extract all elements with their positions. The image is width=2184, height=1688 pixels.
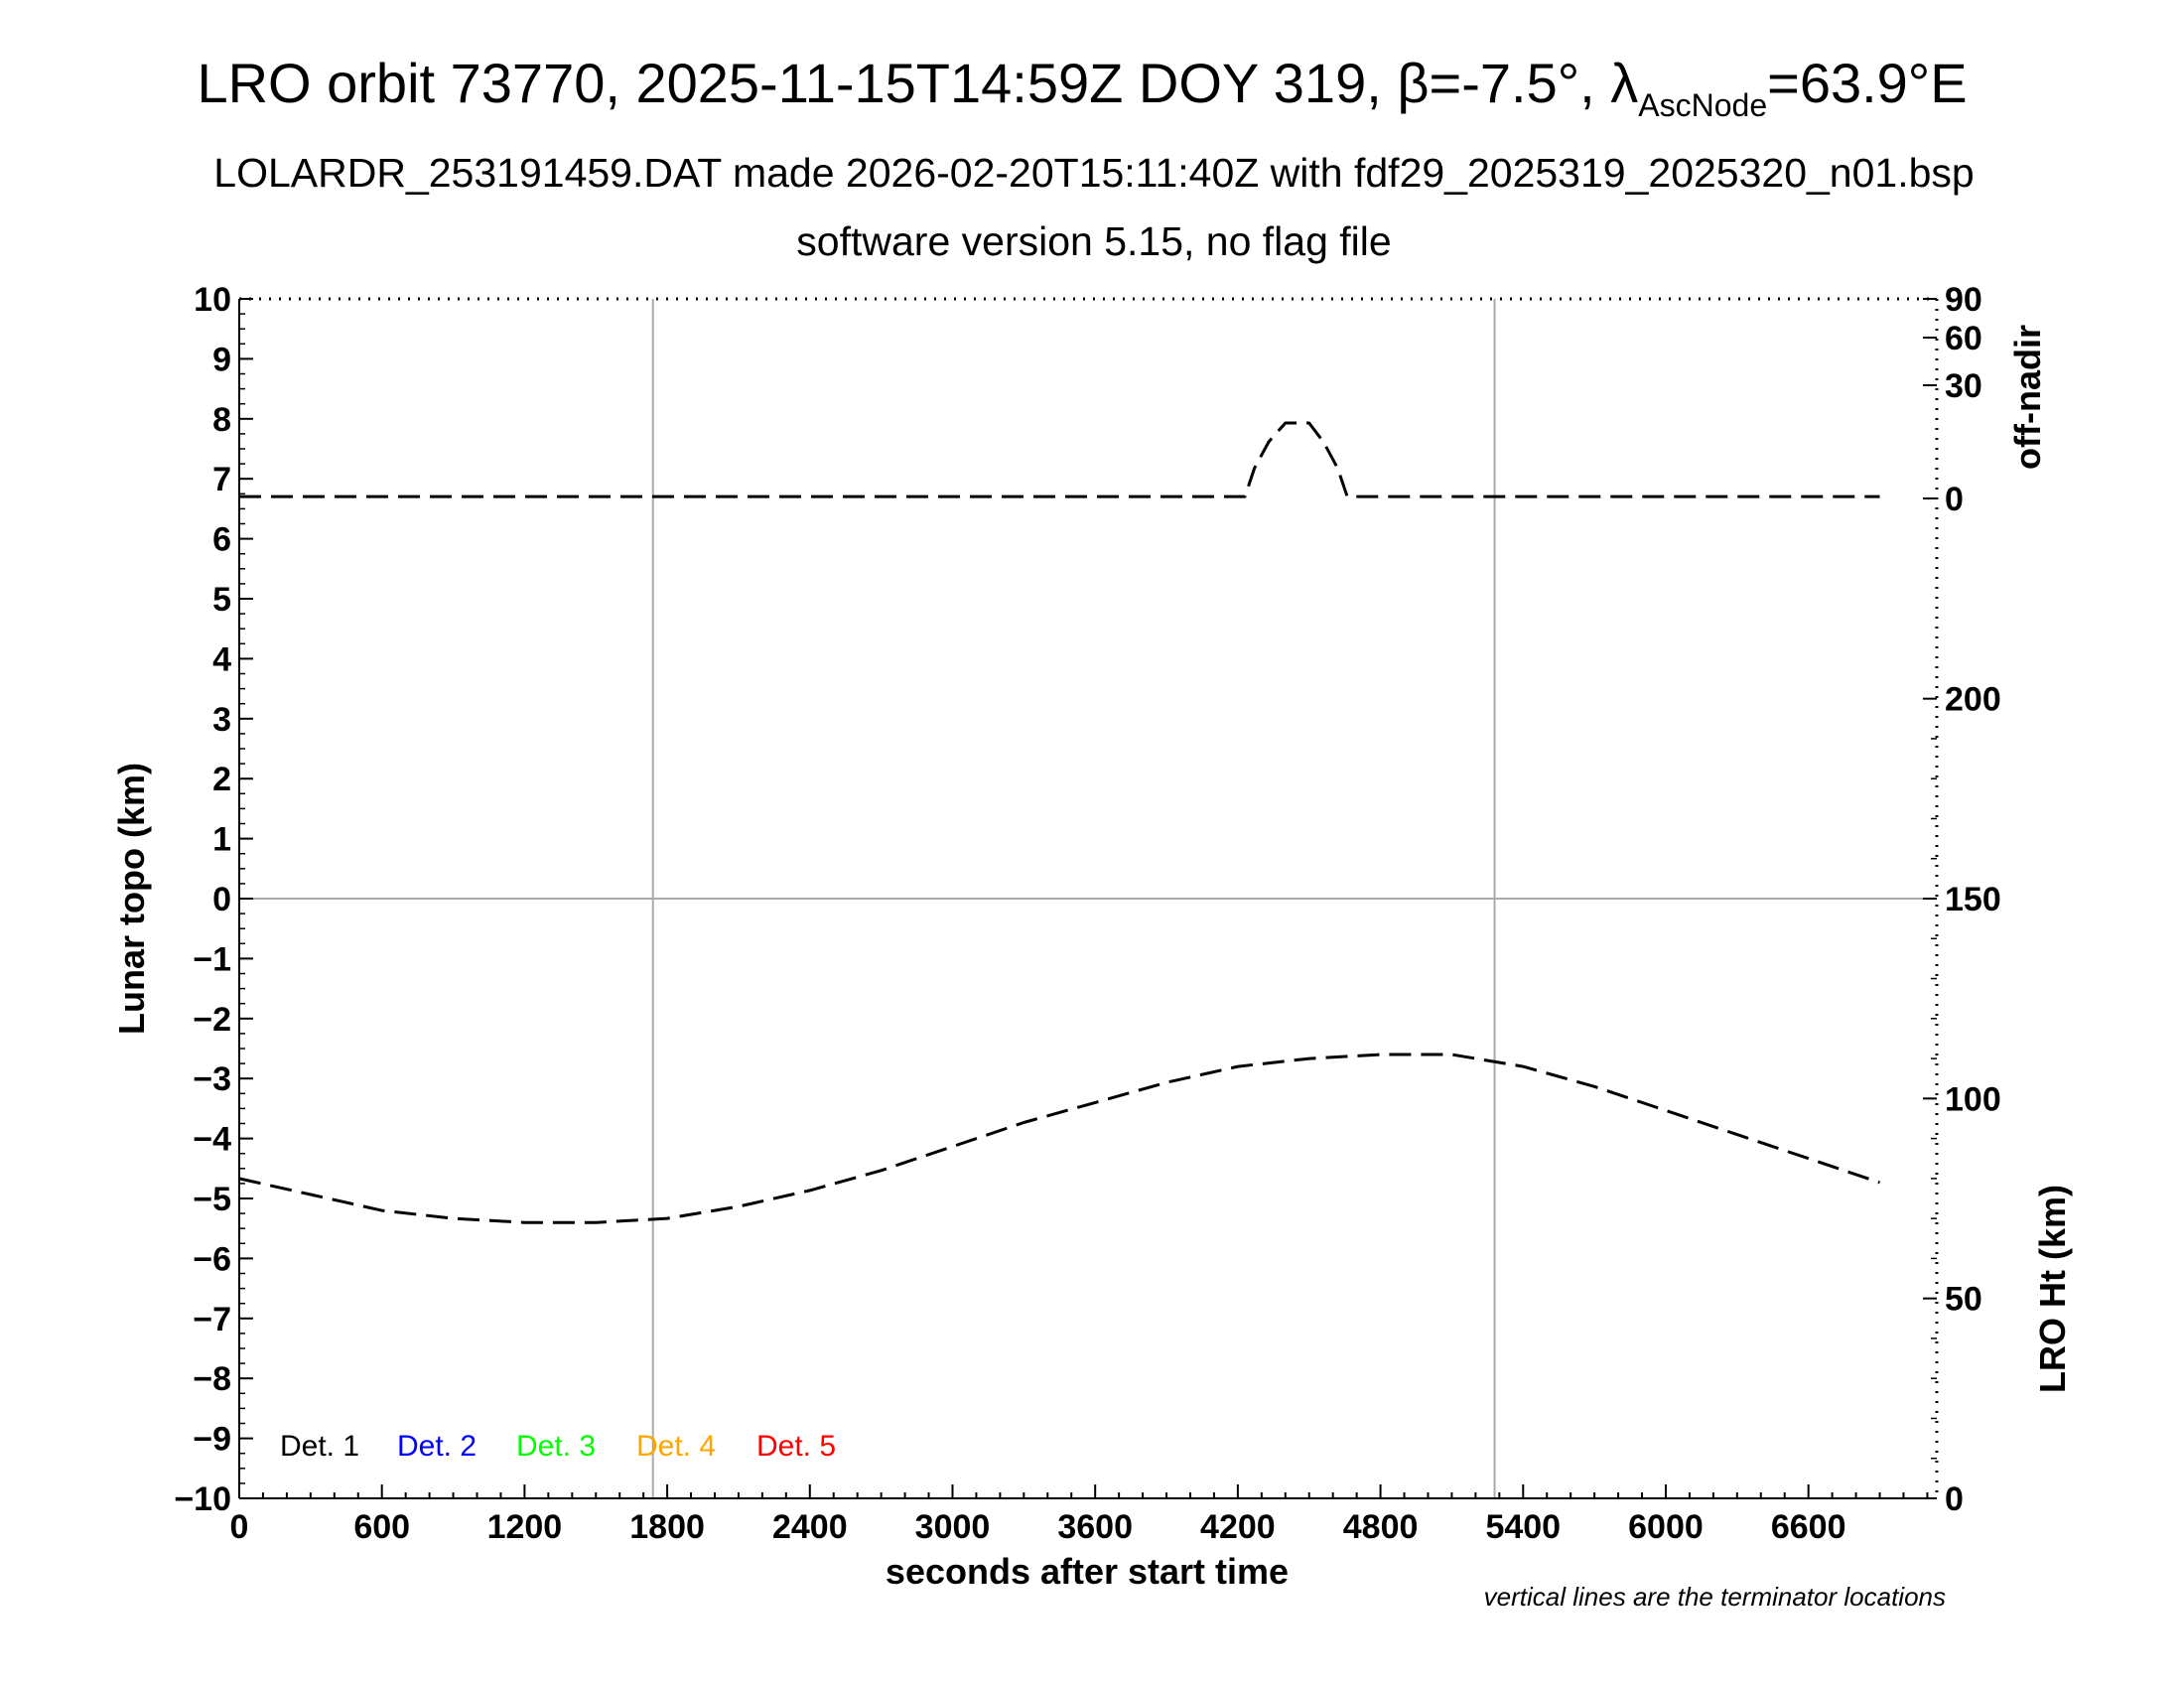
legend: Det. 1 Det. 2 Det. 3 Det. 4 Det. 5 bbox=[280, 1430, 836, 1463]
y-tick-label-left: −7 bbox=[193, 1301, 231, 1338]
tick-labels-layer: 0 600 1200 1800 2400 3000 3600 4200 4800 5400 6000… bbox=[174, 281, 2000, 1546]
legend-item-det-5: Det. 5 bbox=[756, 1430, 836, 1463]
series-layer bbox=[238, 421, 1880, 1224]
lro-height-tick-label: 0 bbox=[1945, 1480, 1964, 1518]
y-tick-label-left: 10 bbox=[194, 281, 231, 319]
lro-height-tick-label: 200 bbox=[1945, 681, 2001, 719]
title-end: =63.9°E bbox=[1767, 52, 1967, 114]
y-tick-label-left: −10 bbox=[174, 1480, 231, 1518]
off-nadir-tick-label: 0 bbox=[1945, 481, 1964, 518]
x-tick-label: 2400 bbox=[772, 1508, 848, 1546]
y-tick-label-left: 7 bbox=[212, 461, 231, 498]
y-tick-label-left: 9 bbox=[212, 341, 231, 378]
y-tick-label-left: 6 bbox=[212, 521, 231, 559]
y-tick-label-left: −4 bbox=[193, 1121, 231, 1159]
y-tick-label-left: −1 bbox=[193, 940, 231, 978]
y-tick-label-left: 8 bbox=[212, 401, 231, 439]
off-nadir-tick-label: 60 bbox=[1945, 320, 1982, 357]
off-nadir-tick-label: 90 bbox=[1945, 281, 1982, 319]
y-tick-label-left: 4 bbox=[212, 640, 231, 678]
y-tick-label-left: 2 bbox=[212, 761, 231, 798]
chart-title: LRO orbit 73770, 2025-11-15T14:59Z DOY 3… bbox=[197, 52, 1967, 123]
grid-layer bbox=[239, 299, 1937, 1498]
lro-height-tick-label: 100 bbox=[1945, 1080, 2001, 1118]
y-tick-label-left: −2 bbox=[193, 1001, 231, 1039]
y-tick-label-left: −6 bbox=[193, 1240, 231, 1278]
y-axis-title-left: Lunar topo (km) bbox=[111, 763, 152, 1035]
x-tick-label: 1200 bbox=[487, 1508, 563, 1546]
title-main: LRO orbit 73770, 2025-11-15T14:59Z DOY 3… bbox=[197, 52, 1638, 114]
subtitle-software-version: software version 5.15, no flag file bbox=[796, 218, 1391, 264]
y-tick-label-left: −5 bbox=[193, 1181, 231, 1218]
x-tick-label: 3000 bbox=[915, 1508, 991, 1546]
x-tick-label: 4200 bbox=[1200, 1508, 1276, 1546]
off-nadir-series-line bbox=[239, 421, 1880, 498]
x-tick-label: 3600 bbox=[1057, 1508, 1133, 1546]
legend-item-det-2: Det. 2 bbox=[397, 1430, 477, 1463]
x-tick-label: 0 bbox=[230, 1508, 249, 1546]
y-tick-label-left: 3 bbox=[212, 701, 231, 739]
subtitle-file-info: LOLARDR_253191459.DAT made 2026-02-20T15… bbox=[213, 150, 1974, 196]
y-tick-label-left: 1 bbox=[212, 821, 231, 859]
x-axis-title: seconds after start time bbox=[886, 1551, 1289, 1592]
x-tick-label: 1800 bbox=[629, 1508, 705, 1546]
lro-height-tick-label: 150 bbox=[1945, 881, 2001, 918]
terminator-footnote: vertical lines are the terminator locati… bbox=[1484, 1582, 1946, 1612]
legend-item-det-4: Det. 4 bbox=[636, 1430, 716, 1463]
legend-item-det-1: Det. 1 bbox=[280, 1430, 359, 1463]
x-tick-label: 6000 bbox=[1628, 1508, 1704, 1546]
y-axis-title-off-nadir: off-nadir bbox=[2007, 325, 2048, 470]
x-tick-label: 600 bbox=[353, 1508, 410, 1546]
axes-layer bbox=[238, 297, 1939, 1499]
y-axis-title-lro-height: LRO Ht (km) bbox=[2032, 1185, 2073, 1393]
lro-height-tick-label: 50 bbox=[1945, 1281, 1982, 1319]
y-tick-label-left: −8 bbox=[193, 1360, 231, 1398]
title-subscript: AscNode bbox=[1638, 87, 1767, 123]
y-tick-label-left: 5 bbox=[212, 581, 231, 619]
legend-item-det-3: Det. 3 bbox=[516, 1430, 596, 1463]
lro-height-series-line bbox=[238, 1053, 1880, 1224]
off-nadir-tick-label: 30 bbox=[1945, 367, 1982, 405]
x-tick-label: 4800 bbox=[1343, 1508, 1419, 1546]
x-tick-label: 6600 bbox=[1771, 1508, 1846, 1546]
x-tick-label: 5400 bbox=[1485, 1508, 1561, 1546]
y-tick-label-left: 0 bbox=[212, 881, 231, 918]
y-tick-label-left: −9 bbox=[193, 1421, 231, 1459]
y-tick-label-left: −3 bbox=[193, 1060, 231, 1098]
